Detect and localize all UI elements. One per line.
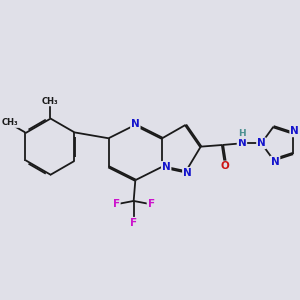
Text: N: N (257, 138, 266, 148)
Text: F: F (130, 218, 137, 228)
Text: N: N (131, 118, 140, 128)
Text: F: F (148, 199, 155, 208)
Text: N: N (183, 168, 192, 178)
Text: N: N (290, 126, 299, 136)
Text: CH₃: CH₃ (2, 118, 18, 127)
Text: O: O (221, 161, 230, 171)
Text: CH₃: CH₃ (41, 97, 58, 106)
Text: N: N (238, 138, 246, 148)
Text: N: N (162, 162, 171, 172)
Text: F: F (113, 199, 120, 208)
Text: N: N (271, 157, 280, 166)
Text: H: H (238, 129, 246, 138)
